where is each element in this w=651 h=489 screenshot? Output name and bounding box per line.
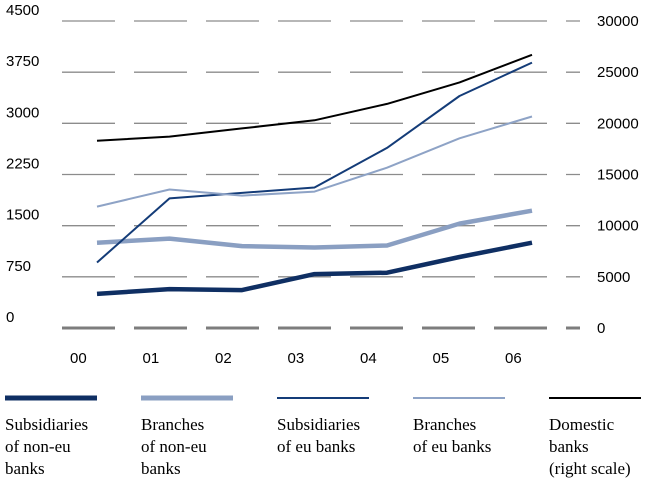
right-tick-label: 20000 bbox=[597, 115, 639, 132]
right-tick-label: 5000 bbox=[597, 269, 630, 286]
legend-label: Subsidiaries bbox=[5, 415, 88, 434]
legend-label: of non-eu bbox=[141, 437, 207, 456]
right-tick-label: 15000 bbox=[597, 167, 639, 184]
series-line bbox=[96, 208, 533, 250]
x-tick-label: 03 bbox=[288, 350, 305, 367]
right-y-axis: 30000 25000 20000 15000 10000 5000 0 bbox=[597, 13, 639, 337]
legend-label: banks bbox=[549, 437, 589, 456]
x-tick-label: 06 bbox=[505, 350, 522, 367]
right-tick-label: 25000 bbox=[597, 64, 639, 81]
x-tick-label: 02 bbox=[215, 350, 232, 367]
left-tick-label: 1500 bbox=[6, 207, 39, 224]
legend-label: Branches bbox=[413, 415, 476, 434]
left-y-axis: 4500 3750 3000 2250 1500 750 0 bbox=[6, 2, 39, 326]
right-tick-label: 10000 bbox=[597, 218, 639, 235]
left-tick-label: 4500 bbox=[6, 2, 39, 19]
x-tick-label: 01 bbox=[143, 350, 160, 367]
legend-label: of eu banks bbox=[413, 437, 491, 456]
series-line bbox=[96, 115, 533, 208]
gridlines bbox=[62, 20, 580, 330]
legend: Subsidiaries of non-eu banks Branches of non… bbox=[5, 395, 641, 478]
series-line bbox=[96, 61, 533, 264]
legend-label: of non-eu bbox=[5, 437, 71, 456]
series-line bbox=[96, 53, 533, 142]
right-tick-label: 30000 bbox=[597, 13, 639, 30]
series-lines bbox=[96, 53, 533, 297]
series-line bbox=[96, 240, 533, 297]
legend-label: banks bbox=[5, 459, 45, 478]
x-tick-label: 00 bbox=[70, 350, 87, 367]
x-tick-label: 04 bbox=[360, 350, 377, 367]
legend-label: banks bbox=[141, 459, 181, 478]
legend-label: Branches bbox=[141, 415, 204, 434]
legend-label: Domestic bbox=[549, 415, 615, 434]
left-tick-label: 750 bbox=[6, 258, 31, 275]
left-tick-label: 0 bbox=[6, 309, 14, 326]
x-axis: 00 01 02 03 04 05 06 bbox=[70, 350, 522, 367]
left-tick-label: 3000 bbox=[6, 104, 39, 121]
x-tick-label: 05 bbox=[433, 350, 450, 367]
left-tick-label: 2250 bbox=[6, 156, 39, 173]
legend-label: (right scale) bbox=[549, 459, 631, 478]
right-tick-label: 0 bbox=[597, 320, 605, 337]
legend-label: of eu banks bbox=[277, 437, 355, 456]
left-tick-label: 3750 bbox=[6, 53, 39, 70]
legend-label: Subsidiaries bbox=[277, 415, 360, 434]
